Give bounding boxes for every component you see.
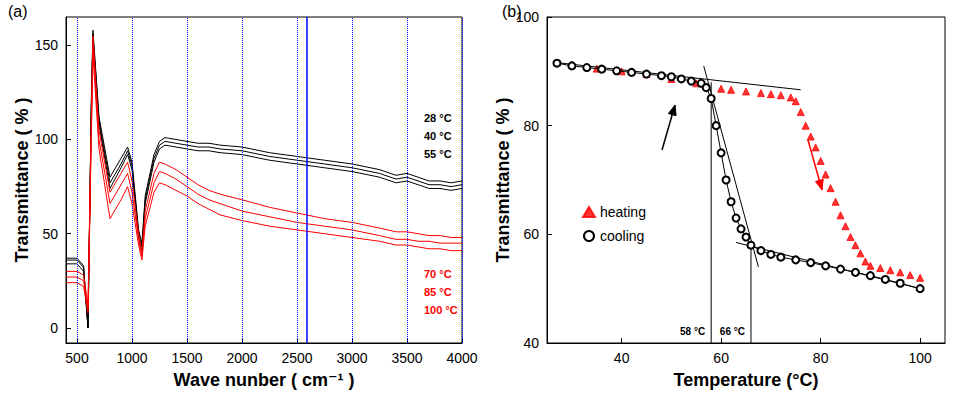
svg-text:50: 50	[42, 226, 58, 242]
svg-text:Transmittance ( % ): Transmittance ( % )	[493, 97, 513, 262]
svg-text:28 °C: 28 °C	[424, 112, 452, 124]
svg-text:heating: heating	[600, 204, 646, 220]
svg-text:60: 60	[713, 350, 729, 366]
svg-text:Wave nunber ( cm⁻¹ ): Wave nunber ( cm⁻¹ )	[174, 370, 355, 390]
svg-text:cooling: cooling	[600, 228, 644, 244]
svg-text:40: 40	[523, 335, 539, 351]
svg-text:150: 150	[35, 37, 59, 53]
svg-text:100: 100	[516, 9, 540, 25]
svg-text:40: 40	[614, 350, 630, 366]
svg-text:60: 60	[523, 226, 539, 242]
svg-text:40 °C: 40 °C	[424, 130, 452, 142]
svg-text:3500: 3500	[391, 350, 422, 366]
svg-text:85 °C: 85 °C	[424, 286, 452, 298]
svg-text:100 °C: 100 °C	[424, 304, 458, 316]
svg-text:Temperature (°C): Temperature (°C)	[674, 370, 819, 390]
svg-text:1500: 1500	[171, 350, 202, 366]
svg-text:0: 0	[50, 320, 58, 336]
svg-text:66 °C: 66 °C	[720, 326, 745, 337]
svg-text:2000: 2000	[226, 350, 257, 366]
svg-text:3000: 3000	[336, 350, 367, 366]
svg-text:100: 100	[35, 131, 59, 147]
svg-text:1000: 1000	[116, 350, 147, 366]
svg-text:70 °C: 70 °C	[424, 268, 452, 280]
svg-text:500: 500	[65, 350, 89, 366]
svg-text:55 °C: 55 °C	[424, 148, 452, 160]
svg-text:80: 80	[523, 118, 539, 134]
svg-text:4000: 4000	[446, 350, 477, 366]
svg-text:58 °C: 58 °C	[680, 326, 705, 337]
svg-text:Transmittance ( % ): Transmittance ( % )	[12, 97, 32, 262]
svg-text:100: 100	[908, 350, 932, 366]
svg-text:2500: 2500	[281, 350, 312, 366]
svg-text:(b): (b)	[502, 2, 522, 20]
svg-text:(a): (a)	[8, 3, 28, 20]
svg-text:80: 80	[813, 350, 829, 366]
